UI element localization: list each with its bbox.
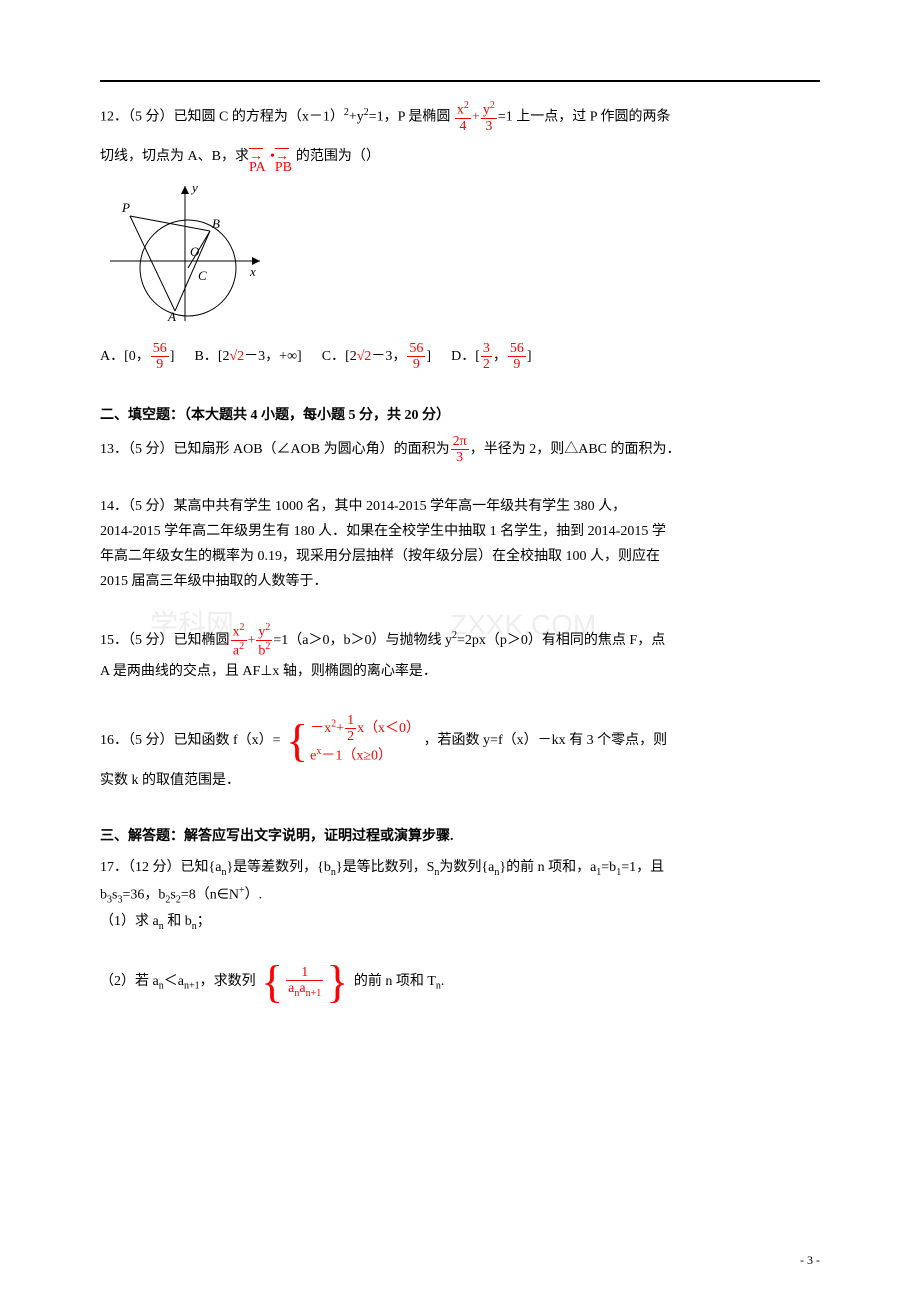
choice-b: B．[2√2－3，+∞] bbox=[194, 344, 301, 369]
q12-label: 12．（5 分） bbox=[100, 109, 174, 124]
q12-frac-x: x24 bbox=[455, 100, 471, 134]
q12-frac-y: y23 bbox=[481, 100, 497, 134]
q17-sequence-brace: { 1anan+1 } bbox=[259, 961, 350, 1002]
choice-d: D．[32，569] bbox=[451, 341, 531, 373]
vector-pb: →PB bbox=[275, 149, 296, 164]
svg-text:A: A bbox=[167, 309, 176, 324]
page-number: - 3 - bbox=[800, 1250, 820, 1272]
q12-diagram: P B O C A x y bbox=[100, 176, 820, 335]
question-13: 13．（5 分）已知扇形 AOB（∠AOB 为圆心角）的面积为2π3，半径为 2… bbox=[100, 434, 820, 466]
svg-text:x: x bbox=[249, 264, 256, 279]
question-14: 14．（5 分）某高中共有学生 1000 名，其中 2014-2015 学年高一… bbox=[100, 494, 820, 595]
svg-text:C: C bbox=[198, 268, 207, 283]
vector-pa: →PA bbox=[249, 149, 270, 164]
question-16: 16．（5 分）已知函数 f（x）= { －x2+12x（x＜0） ex－1（x… bbox=[100, 713, 820, 794]
section-2-title: 二、填空题：（本大题共 4 小题，每小题 5 分，共 20 分） bbox=[100, 403, 820, 428]
choice-c: C．[2√2－3，569] bbox=[322, 341, 431, 373]
top-rule bbox=[100, 80, 820, 82]
svg-text:P: P bbox=[121, 200, 130, 215]
question-15: 15．（5 分）已知椭圆x2a2+y2b2=1（a＞0，b＞0）与抛物线 y2=… bbox=[100, 622, 820, 684]
svg-text:y: y bbox=[190, 180, 198, 195]
section-3-title: 三、解答题：解答应写出文字说明，证明过程或演算步骤. bbox=[100, 824, 820, 849]
piecewise-brace: { －x2+12x（x＜0） ex－1（x≥0） bbox=[284, 713, 420, 769]
question-17: 17．（12 分）已知{an}是等差数列，{bn}是等比数列，Sn为数列{an}… bbox=[100, 855, 820, 1003]
svg-text:B: B bbox=[212, 216, 220, 231]
question-12: 12．（5 分）已知圆 C 的方程为（x－1）2+y2=1，P 是椭圆 x24+… bbox=[100, 100, 820, 373]
choice-a: A．[0，569] bbox=[100, 341, 174, 373]
svg-text:O: O bbox=[190, 244, 200, 259]
q12-choices: A．[0，569] B．[2√2－3，+∞] C．[2√2－3，569] D．[… bbox=[100, 341, 820, 373]
